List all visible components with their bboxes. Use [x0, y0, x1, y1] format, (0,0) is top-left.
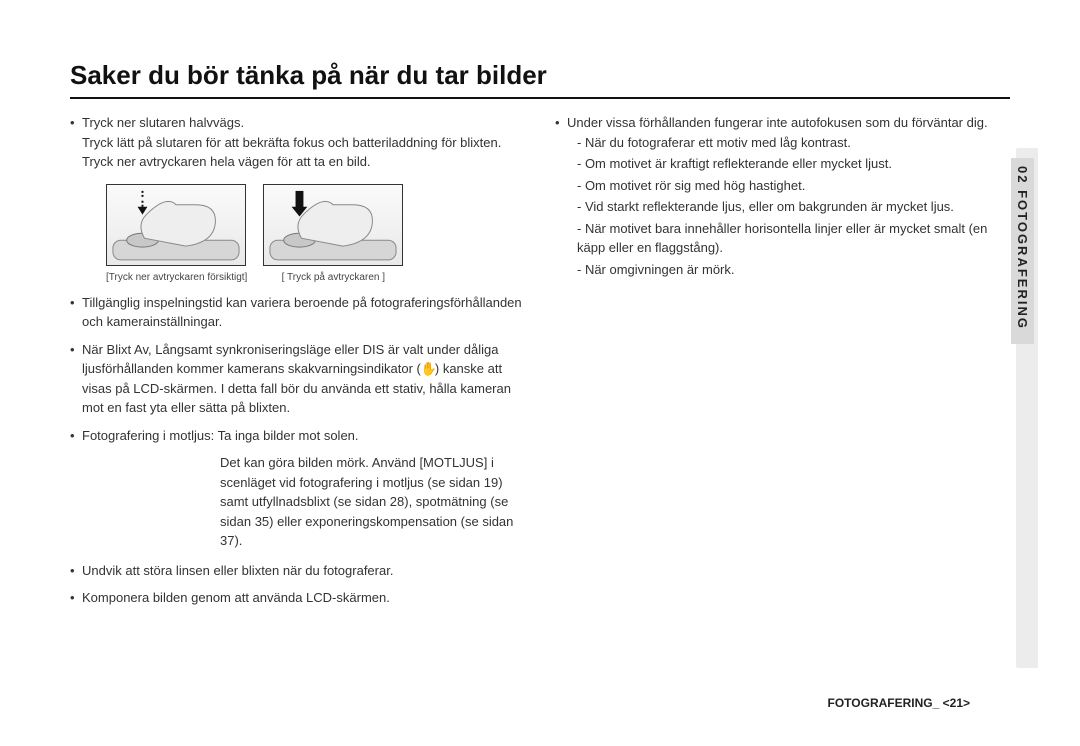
- page-title: Saker du bör tänka på när du tar bilder: [70, 60, 1010, 91]
- bullet-dot: •: [70, 340, 82, 418]
- left-column: • Tryck ner slutaren halvvägs. Tryck lät…: [70, 113, 525, 616]
- page-footer: FOTOGRAFERING_ <21>: [828, 696, 970, 710]
- bullet-avoid-lens: • Undvik att störa linsen eller blixten …: [70, 561, 525, 581]
- sub-item: - När omgivningen är mörk.: [567, 260, 1010, 280]
- bullet-text: Tillgänglig inspelningstid kan variera b…: [82, 293, 525, 332]
- figure-image: [263, 184, 403, 266]
- bullet-dot: •: [70, 588, 82, 608]
- bullet-text: Undvik att störa linsen eller blixten nä…: [82, 561, 525, 581]
- shake-icon: ✋: [421, 359, 435, 379]
- figure-caption: [Tryck ner avtryckaren försiktigt]: [106, 270, 247, 285]
- sub-item: - När motivet bara innehåller horisontel…: [567, 219, 1010, 258]
- bullet-dot: •: [70, 426, 82, 446]
- bullet-shutter-halfway: • Tryck ner slutaren halvvägs. Tryck lät…: [70, 113, 525, 172]
- right-column: • Under vissa förhållanden fungerar inte…: [555, 113, 1010, 616]
- bullet-backlight: • Fotografering i motljus: Ta inga bilde…: [70, 426, 525, 446]
- bullet-text: Komponera bilden genom att använda LCD-s…: [82, 588, 525, 608]
- sub-item: - Vid starkt reﬂekterande ljus, eller om…: [567, 197, 1010, 217]
- figure-half-press: [Tryck ner avtryckaren försiktigt]: [106, 184, 247, 285]
- bullet-autofocus: • Under vissa förhållanden fungerar inte…: [555, 113, 1010, 281]
- bullet-shake-warning: • När Blixt Av, Långsamt synkroniserings…: [70, 340, 525, 418]
- bullet-text: Tryck ner slutaren halvvägs.: [82, 115, 244, 130]
- bullet-text: Under vissa förhållanden fungerar inte a…: [567, 115, 988, 130]
- figure-full-press: [ Tryck på avtryckaren ]: [263, 184, 403, 285]
- bullet-dot: •: [555, 113, 567, 281]
- bullet-text: Fotografering i motljus: Ta inga bilder …: [82, 426, 525, 446]
- figure-image: [106, 184, 246, 266]
- title-rule: [70, 97, 1010, 99]
- sub-item: - När du fotograferar ett motiv med låg …: [567, 133, 1010, 153]
- sub-item: - Om motivet är kraftigt reﬂekterande el…: [567, 154, 1010, 174]
- content-columns: • Tryck ner slutaren halvvägs. Tryck lät…: [70, 113, 1010, 616]
- bullet-backlight-continuation: Det kan göra bilden mörk. Använd [MOTLJU…: [70, 453, 525, 551]
- figure-caption: [ Tryck på avtryckaren ]: [263, 270, 403, 285]
- bullet-compose-lcd: • Komponera bilden genom att använda LCD…: [70, 588, 525, 608]
- sub-item: - Om motivet rör sig med hög hastighet.: [567, 176, 1010, 196]
- bullet-dot: •: [70, 113, 82, 172]
- bullet-dot: •: [70, 293, 82, 332]
- figure-row: [Tryck ner avtryckaren försiktigt] [ Try…: [106, 184, 525, 285]
- bullet-recording-time: • Tillgänglig inspelningstid kan variera…: [70, 293, 525, 332]
- side-tab: 02 FOTOGRAFERING: [1011, 158, 1034, 344]
- bullet-continuation: Tryck lätt på slutaren för att bekräfta …: [82, 135, 501, 170]
- bullet-dot: •: [70, 561, 82, 581]
